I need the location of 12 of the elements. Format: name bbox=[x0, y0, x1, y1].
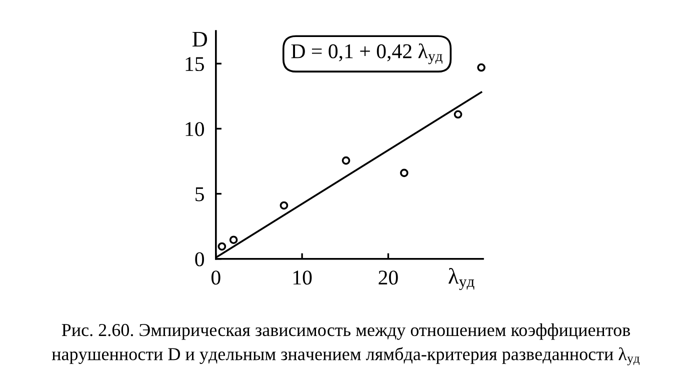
x-tick-label: 0 bbox=[211, 270, 220, 285]
x-axis-title: λ$_{уд}$ bbox=[448, 268, 474, 290]
x-tick-label: 20 bbox=[378, 270, 398, 285]
y-tick-label: 10 bbox=[186, 122, 204, 136]
text: Рис. 2.60. Эмпирическая зависимость между отношением коэффициентов bbox=[62, 323, 630, 340]
text: нарушенности D и удельным значением лямбда-критерия разведанности λ$_{уд}$ bbox=[52, 347, 640, 366]
y-tick-label: 5 bbox=[196, 187, 204, 202]
y-tick-label: 15 bbox=[186, 57, 204, 72]
annotation: D = 0,1 + 0,42 λ$_{уд}$ bbox=[291, 43, 442, 64]
y-axis-title: D bbox=[192, 32, 207, 47]
x-tick-label: 10 bbox=[293, 270, 312, 285]
y-tick-label: 0 bbox=[195, 252, 204, 266]
